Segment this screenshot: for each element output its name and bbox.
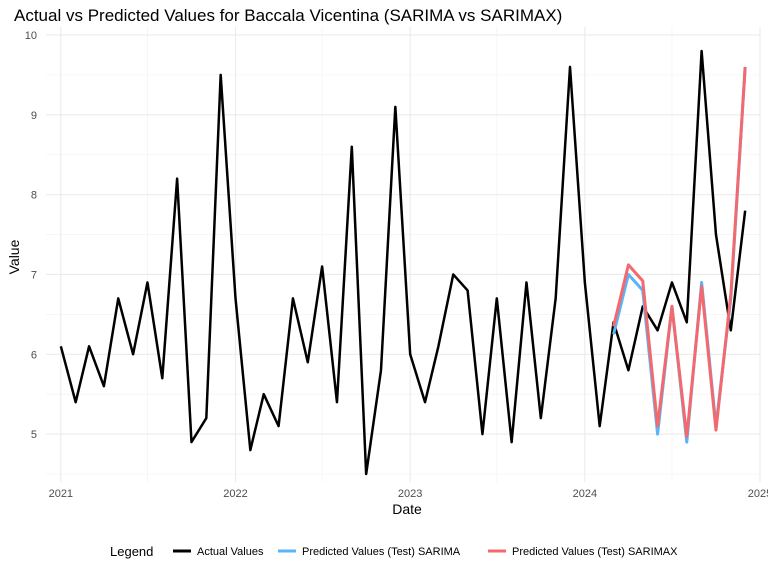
y-axis-ticks: 5 6 7 8 9 10 [25, 30, 37, 441]
y-tick-label: 10 [25, 30, 37, 42]
legend-label-1: Predicted Values (Test) SARIMA [302, 546, 461, 558]
x-tick-label: 2023 [398, 488, 422, 500]
legend-label-2: Predicted Values (Test) SARIMAX [512, 546, 678, 558]
x-tick-label: 2022 [223, 488, 247, 500]
y-tick-label: 8 [31, 190, 37, 202]
legend: Legend Actual Values Predicted Values (Te… [110, 544, 678, 559]
y-axis-title: Value [6, 239, 22, 274]
y-tick-label: 6 [31, 349, 37, 361]
legend-title: Legend [110, 544, 153, 559]
x-axis-title: Date [392, 501, 422, 517]
series-line-2 [612, 66, 747, 438]
legend-items: Actual Values Predicted Values (Test) SAR… [173, 546, 678, 558]
y-tick-label: 7 [31, 269, 37, 281]
y-tick-label: 9 [31, 110, 37, 122]
legend-label-0: Actual Values [197, 546, 264, 558]
series-lines [59, 49, 747, 476]
grid-lines [46, 27, 761, 482]
y-tick-label: 5 [31, 429, 37, 441]
x-tick-label: 2024 [573, 488, 597, 500]
chart-title: Actual vs Predicted Values for Baccala V… [14, 6, 562, 25]
series-line-0 [59, 49, 747, 476]
x-tick-label: 2021 [49, 488, 73, 500]
